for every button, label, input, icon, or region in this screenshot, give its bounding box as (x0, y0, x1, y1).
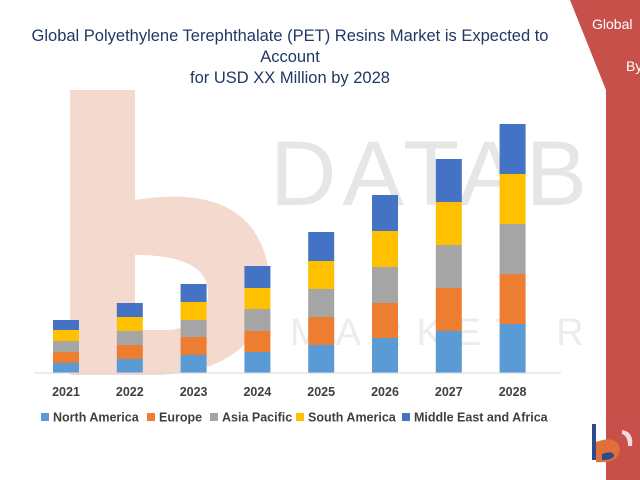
x-tick-label: 2021 (52, 385, 80, 399)
bar-2021-series-1 (53, 363, 79, 373)
bar-2026-series-1 (372, 338, 398, 373)
bar-2021-series-3 (53, 341, 79, 352)
chart-title-line2: for USD XX Million by 2028 (190, 69, 390, 87)
bar-2028-series-5 (499, 124, 526, 174)
chart-title: Global Polyethylene Terephthalate (PET) … (0, 26, 580, 89)
legend-swatch (147, 413, 155, 421)
x-tick-label: 2026 (371, 385, 399, 399)
bar-2022-series-5 (116, 303, 143, 317)
bar-2025-series-2 (308, 317, 335, 345)
bar-2023-series-2 (180, 337, 207, 355)
bar-2026-series-2 (372, 303, 398, 338)
bar-2026-series-4 (372, 231, 398, 267)
bar-2023-series-3 (180, 320, 207, 337)
bar-2024-series-1 (244, 352, 271, 373)
x-tick-labels: 2021 2022 2023 2024 2025 2026 2027 2028 (52, 385, 526, 399)
bar-2021-series-4 (53, 330, 79, 341)
bar-2021-series-5 (53, 320, 79, 330)
legend-swatch (402, 413, 410, 421)
bar-2026-series-5 (372, 195, 398, 231)
bar-2025-series-4 (308, 261, 335, 289)
bar-2022-series-1 (116, 359, 143, 373)
bar-2021-series-2 (53, 352, 79, 363)
legend-label: Middle East and Africa (414, 411, 549, 425)
bar-2023-series-4 (180, 302, 207, 320)
x-tick-label: 2025 (307, 385, 335, 399)
bar-2027-series-5 (435, 159, 462, 202)
bar-2024-series-3 (244, 309, 271, 331)
bar-2028-series-3 (499, 224, 526, 274)
bar-2022-series-3 (116, 331, 143, 345)
bar-2027-series-3 (435, 245, 462, 288)
legend-swatch (210, 413, 218, 421)
legend-label: Europe (159, 411, 202, 425)
legend-label: North America (53, 411, 140, 425)
bar-2028-series-1 (499, 324, 526, 373)
bar-2027-series-1 (435, 331, 462, 373)
chart-title-line1: Global Polyethylene Terephthalate (PET) … (31, 27, 549, 66)
legend-label: South America (308, 411, 397, 425)
bar-2025-series-5 (308, 232, 335, 261)
x-tick-label: 2028 (499, 385, 527, 399)
bar-2022-series-4 (116, 317, 143, 331)
bar-2023-series-5 (180, 284, 207, 302)
bar-2027-series-2 (435, 288, 462, 331)
bar-2023-series-1 (180, 355, 207, 373)
bar-2022-series-2 (116, 345, 143, 359)
bar-2025-series-1 (308, 345, 335, 373)
banner-text-line1: Global (592, 16, 633, 32)
bar-2028-series-4 (499, 174, 526, 224)
x-tick-label: 2027 (435, 385, 463, 399)
x-tick-label: 2024 (243, 385, 271, 399)
bar-2028-series-2 (499, 274, 526, 324)
legend-label: Asia Pacific (222, 411, 292, 425)
bar-2026-series-3 (372, 267, 398, 303)
databridge-logo-icon (592, 424, 633, 463)
x-tick-label: 2022 (116, 385, 144, 399)
bar-2024-series-2 (244, 331, 271, 352)
bar-2024-series-4 (244, 288, 271, 309)
bar-2024-series-5 (244, 266, 271, 288)
banner-text-line2: By (626, 58, 640, 74)
legend: North America Europe Asia Pacific South Ame… (41, 411, 549, 425)
x-tick-label: 2023 (180, 385, 208, 399)
legend-swatch (296, 413, 304, 421)
bar-2025-series-3 (308, 289, 335, 317)
bar-2027-series-4 (435, 202, 462, 245)
bars-layer (53, 124, 526, 373)
legend-swatch (41, 413, 49, 421)
